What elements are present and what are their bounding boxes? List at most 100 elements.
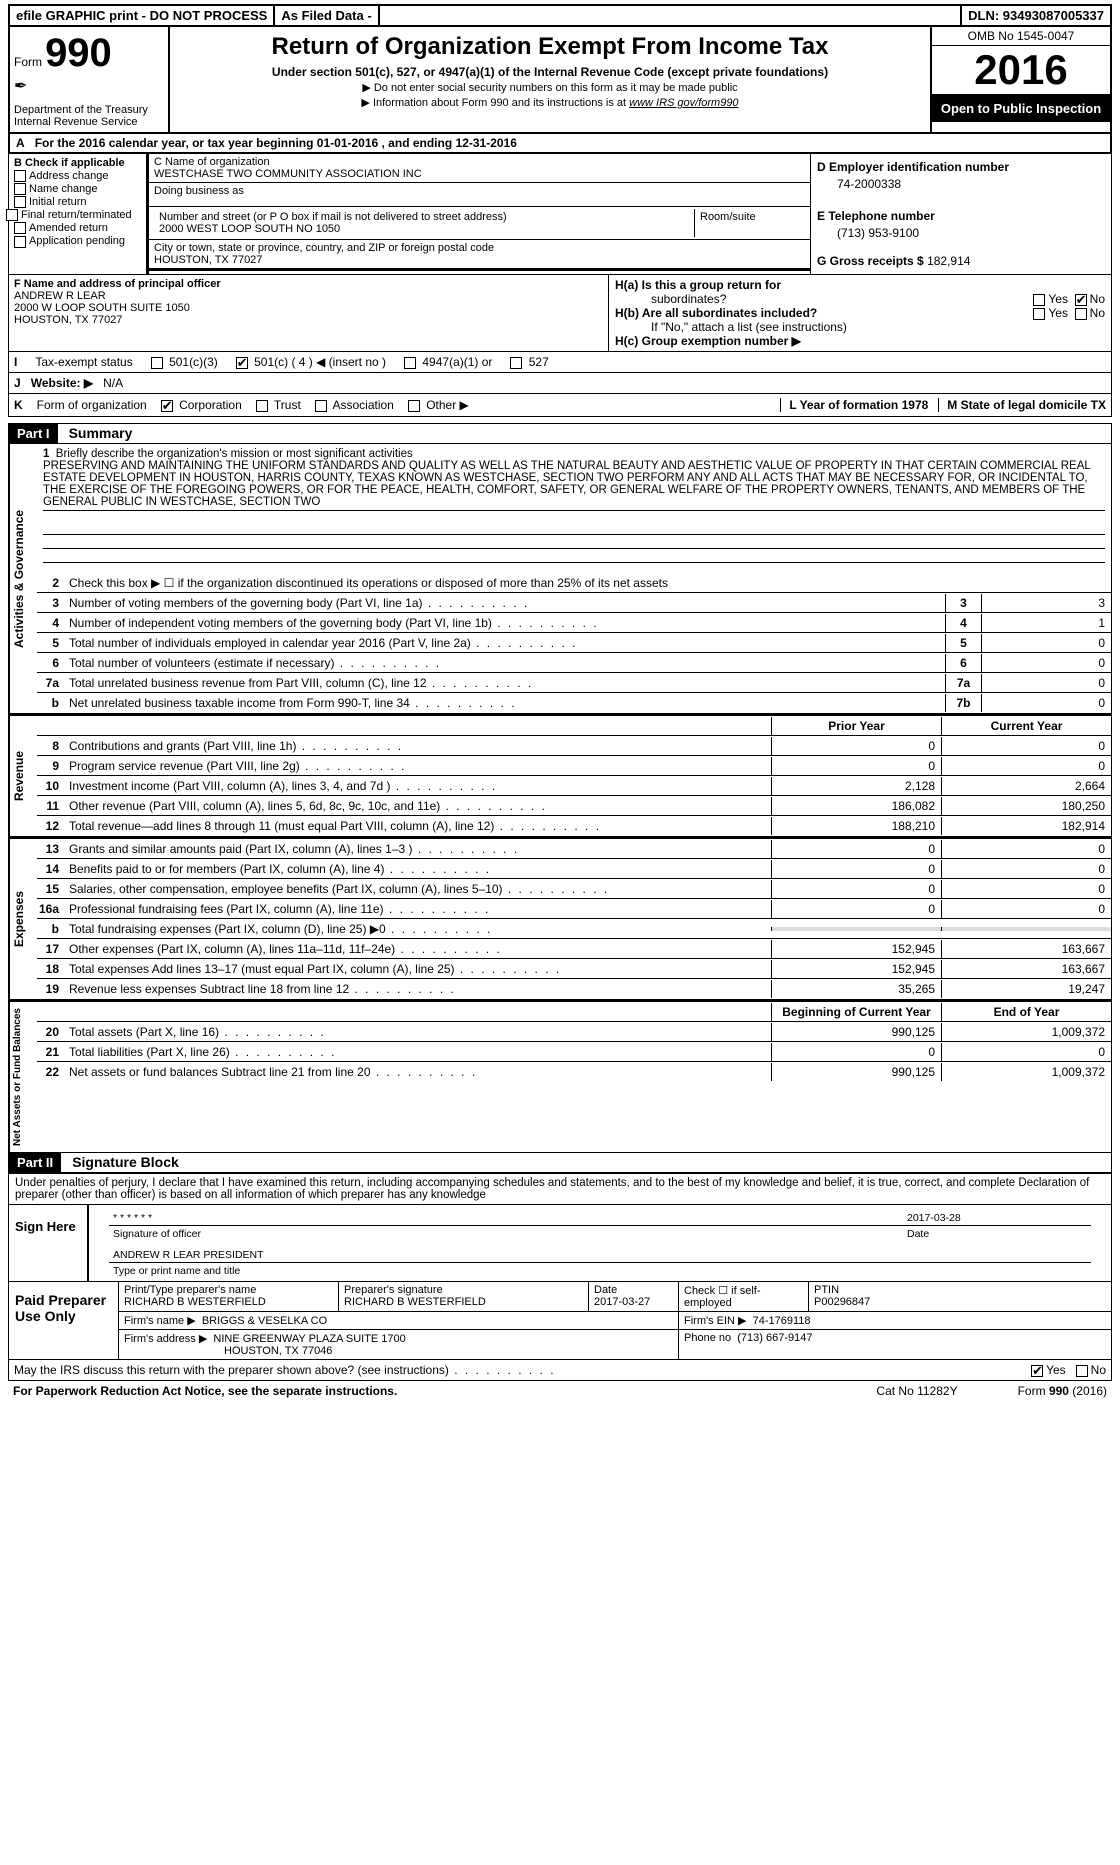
info-ssn: ▶ Do not enter social security numbers o…: [182, 81, 918, 94]
vlabel-revenue: Revenue: [9, 716, 37, 836]
preparer-date: 2017-03-27: [594, 1296, 673, 1308]
cb-initial-return[interactable]: Initial return: [14, 196, 141, 208]
tax-year: 2016: [932, 46, 1110, 95]
phone-value: (713) 953-9100: [817, 226, 1105, 240]
col-end: End of Year: [941, 1003, 1111, 1021]
ein-label: D Employer identification number: [817, 160, 1009, 174]
hb-yes[interactable]: [1033, 308, 1045, 320]
summary-line: 22Net assets or fund balances Subtract l…: [37, 1062, 1111, 1082]
dba-label: Doing business as: [149, 183, 810, 207]
efile-notice: efile GRAPHIC print - DO NOT PROCESS: [10, 6, 275, 25]
discuss-yes[interactable]: [1031, 1365, 1043, 1377]
col-begin: Beginning of Current Year: [771, 1003, 941, 1021]
cat-no: Cat No 11282Y: [876, 1384, 957, 1398]
ha-no[interactable]: [1075, 294, 1087, 306]
ptin: P00296847: [814, 1296, 1106, 1308]
cb-other[interactable]: [408, 400, 420, 412]
state-domicile: M State of legal domicile TX: [938, 398, 1106, 412]
firm-name: BRIGGS & VESELKA CO: [202, 1315, 327, 1327]
hc-line: H(c) Group exemption number ▶: [615, 334, 1105, 348]
col-current: Current Year: [941, 717, 1111, 735]
discuss-row: May the IRS discuss this return with the…: [8, 1360, 1112, 1381]
sig-stars: * * * * * *: [113, 1212, 907, 1224]
col-prior: Prior Year: [771, 717, 941, 735]
cb-final-return[interactable]: Final return/terminated: [6, 209, 141, 221]
year-formation: L Year of formation 1978: [780, 398, 928, 412]
row-a: A For the 2016 calendar year, or tax yea…: [8, 134, 1112, 154]
cb-application-pending[interactable]: Application pending: [14, 235, 141, 247]
summary-line: 12Total revenue—add lines 8 through 11 (…: [37, 816, 1111, 836]
summary-line: 7aTotal unrelated business revenue from …: [37, 673, 1111, 693]
form-prefix: Form: [14, 55, 42, 69]
preparer-name: RICHARD B WESTERFIELD: [124, 1296, 333, 1308]
summary-line: 13Grants and similar amounts paid (Part …: [37, 839, 1111, 859]
city-value: HOUSTON, TX 77027: [154, 254, 805, 266]
summary-line: 4Number of independent voting members of…: [37, 613, 1111, 633]
summary-line: 16aProfessional fundraising fees (Part I…: [37, 899, 1111, 919]
cb-name-change[interactable]: Name change: [14, 183, 141, 195]
summary-governance: Activities & Governance 1 Briefly descri…: [8, 443, 1112, 714]
org-name: WESTCHASE TWO COMMUNITY ASSOCIATION INC: [154, 168, 805, 180]
as-filed: As Filed Data -: [275, 6, 379, 25]
summary-line: 17Other expenses (Part IX, column (A), l…: [37, 939, 1111, 959]
summary-netassets: Net Assets or Fund Balances Beginning of…: [8, 1000, 1112, 1153]
part2-header: Part II Signature Block: [8, 1153, 1112, 1172]
officer-name: ANDREW R LEAR: [14, 290, 106, 302]
vlabel-governance: Activities & Governance: [9, 444, 37, 713]
self-employed[interactable]: Check ☐ if self-employed: [679, 1282, 809, 1311]
paid-preparer-label: Paid Preparer Use Only: [9, 1282, 119, 1359]
summary-line: 21Total liabilities (Part X, line 26)00: [37, 1042, 1111, 1062]
summary-line: 6Total number of volunteers (estimate if…: [37, 653, 1111, 673]
ein-value: 74-2000338: [817, 177, 1105, 191]
form-number: 990: [45, 31, 112, 75]
row-j: J Website: ▶ N/A: [8, 373, 1112, 394]
summary-line: 15Salaries, other compensation, employee…: [37, 879, 1111, 899]
cb-4947[interactable]: [404, 357, 416, 369]
cb-address-change[interactable]: Address change: [14, 170, 141, 182]
preparer-sig: RICHARD B WESTERFIELD: [344, 1296, 583, 1308]
cb-trust[interactable]: [256, 400, 268, 412]
part1-header: Part I Summary: [8, 423, 1112, 443]
inspection-notice: Open to Public Inspection: [932, 95, 1110, 122]
summary-line: 3Number of voting members of the governi…: [37, 593, 1111, 613]
gross-value: 182,914: [927, 254, 970, 268]
firm-phone: (713) 667-9147: [737, 1332, 812, 1344]
mission-text: PRESERVING AND MAINTAINING THE UNIFORM S…: [43, 460, 1105, 511]
perjury-statement: Under penalties of perjury, I declare th…: [9, 1174, 1111, 1205]
cb-527[interactable]: [510, 357, 522, 369]
cb-501c[interactable]: [236, 357, 248, 369]
discuss-no[interactable]: [1076, 1365, 1088, 1377]
officer-printed: ANDREW R LEAR PRESIDENT: [113, 1249, 1087, 1261]
section-b-label: B Check if applicable: [14, 157, 125, 169]
cb-amended-return[interactable]: Amended return: [14, 222, 141, 234]
ha-line: H(a) Is this a group return for: [615, 278, 1105, 292]
preparer-block: Paid Preparer Use Only Print/Type prepar…: [8, 1282, 1112, 1360]
gross-label: G Gross receipts $: [817, 254, 924, 268]
cb-501c3[interactable]: [151, 357, 163, 369]
sig-date: 2017-03-28: [907, 1212, 1087, 1224]
irs-link[interactable]: www IRS gov/form990: [629, 97, 738, 109]
cb-corporation[interactable]: [161, 400, 173, 412]
summary-line: bTotal fundraising expenses (Part IX, co…: [37, 919, 1111, 939]
summary-line: 5Total number of individuals employed in…: [37, 633, 1111, 653]
website-value: N/A: [103, 376, 123, 390]
summary-line: 20Total assets (Part X, line 16)990,1251…: [37, 1022, 1111, 1042]
ha-yes[interactable]: [1033, 294, 1045, 306]
form-title: Return of Organization Exempt From Incom…: [182, 33, 918, 61]
cb-association[interactable]: [315, 400, 327, 412]
firm-ein: 74-1769118: [753, 1315, 811, 1327]
hb-no[interactable]: [1075, 308, 1087, 320]
dln: DLN: 93493087005337: [962, 6, 1110, 25]
form-header: Form 990 ✒ Department of the Treasury In…: [8, 27, 1112, 134]
summary-expenses: Expenses 13Grants and similar amounts pa…: [8, 837, 1112, 1000]
phone-label: E Telephone number: [817, 209, 935, 223]
signature-block: Under penalties of perjury, I declare th…: [8, 1172, 1112, 1282]
summary-line: 9Program service revenue (Part VIII, lin…: [37, 756, 1111, 776]
row-i: I Tax-exempt status 501(c)(3) 501(c) ( 4…: [8, 352, 1112, 373]
bottom-line: For Paperwork Reduction Act Notice, see …: [8, 1381, 1112, 1401]
vlabel-expenses: Expenses: [9, 839, 37, 999]
city-label: City or town, state or province, country…: [154, 242, 805, 254]
tax-year-range: For the 2016 calendar year, or tax year …: [35, 136, 517, 150]
summary-line: 11Other revenue (Part VIII, column (A), …: [37, 796, 1111, 816]
dept-irs: Internal Revenue Service: [14, 116, 164, 128]
